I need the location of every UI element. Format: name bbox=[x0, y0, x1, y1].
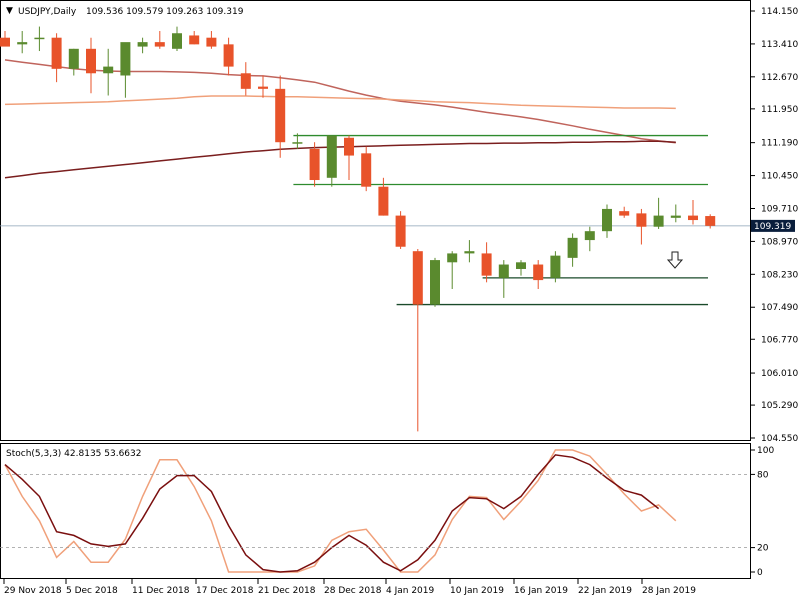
candle-body bbox=[653, 215, 664, 227]
x-tick-label: 28 Dec 2018 bbox=[324, 586, 382, 596]
candle-body bbox=[154, 42, 165, 47]
candle-body bbox=[68, 48, 79, 69]
candle-body bbox=[378, 186, 389, 216]
ma-mid-line bbox=[4, 95, 676, 110]
candle-body bbox=[206, 37, 217, 47]
candle-body bbox=[86, 48, 96, 74]
ma-fast-line bbox=[4, 59, 676, 144]
stoch-label: Stoch(5,3,3) 42.8135 53.6632 bbox=[6, 449, 141, 459]
candle-body bbox=[619, 211, 630, 216]
stoch-y-tick-label: 0 bbox=[757, 568, 763, 578]
candle-body bbox=[688, 215, 698, 221]
ma-slow-line bbox=[4, 140, 676, 179]
x-tick-label: 21 Dec 2018 bbox=[258, 586, 316, 596]
y-tick-label: 107.490 bbox=[761, 303, 798, 313]
y-tick-label: 109.710 bbox=[761, 204, 798, 214]
y-tick-label: 111.950 bbox=[761, 105, 798, 115]
candle-body bbox=[258, 86, 268, 89]
symbol-label: USDJPY,Daily bbox=[18, 7, 77, 17]
stoch-panel-frame bbox=[0, 443, 751, 579]
candle-body bbox=[103, 66, 114, 74]
down-arrow-icon bbox=[666, 251, 684, 269]
x-tick-label: 10 Jan 2019 bbox=[450, 586, 504, 596]
candle-body bbox=[430, 260, 440, 305]
x-tick-label: 4 Jan 2019 bbox=[386, 586, 434, 596]
y-tick-label: 114.150 bbox=[761, 7, 798, 17]
candle-body bbox=[498, 264, 509, 278]
candle-body bbox=[395, 215, 406, 247]
stoch-main-line bbox=[4, 454, 660, 573]
y-tick-label: 111.190 bbox=[761, 139, 798, 149]
y-tick-label: 106.010 bbox=[761, 369, 798, 379]
y-tick-label: 106.770 bbox=[761, 335, 798, 345]
candle-body bbox=[361, 153, 372, 187]
candle-body bbox=[137, 42, 148, 47]
candle-body bbox=[481, 253, 492, 276]
candle-body bbox=[172, 33, 182, 49]
y-tick-label: 108.970 bbox=[761, 237, 798, 247]
y-tick-label: 113.410 bbox=[761, 40, 798, 50]
stoch-signal-line bbox=[4, 449, 677, 573]
candle-body bbox=[275, 88, 286, 143]
stoch-y-tick-label: 20 bbox=[757, 544, 769, 554]
candle-body bbox=[326, 135, 337, 178]
candle-body bbox=[464, 251, 475, 254]
candle-body bbox=[240, 73, 251, 89]
candle-body bbox=[670, 215, 681, 218]
candle-body bbox=[292, 142, 303, 144]
stoch-y-tick-label: 100 bbox=[757, 446, 774, 456]
candle-body bbox=[447, 253, 458, 263]
header-dropdown-icon[interactable]: ▼ bbox=[6, 6, 13, 16]
y-tick-label: 104.550 bbox=[761, 434, 798, 444]
candle-body bbox=[17, 42, 28, 45]
candle-body bbox=[344, 137, 354, 156]
y-tick-label: 110.450 bbox=[761, 172, 798, 182]
candle-body bbox=[602, 208, 612, 232]
candle-body bbox=[120, 42, 131, 76]
candle-body bbox=[584, 231, 595, 241]
x-tick-label: 5 Dec 2018 bbox=[66, 586, 118, 596]
candle-body bbox=[223, 44, 234, 67]
ohlc-label: 109.536 109.579 109.263 109.319 bbox=[86, 7, 244, 17]
current-price-marker bbox=[751, 219, 795, 232]
x-tick-label: 16 Jan 2019 bbox=[514, 586, 568, 596]
price-panel-frame bbox=[0, 0, 751, 441]
y-tick-label: 108.230 bbox=[761, 270, 798, 280]
stoch-y-tick-label: 80 bbox=[757, 470, 769, 480]
candle-body bbox=[516, 262, 526, 269]
x-tick-label: 28 Jan 2019 bbox=[642, 586, 696, 596]
candle-body bbox=[189, 35, 200, 45]
candle-body bbox=[0, 37, 10, 47]
x-tick-label: 22 Jan 2019 bbox=[578, 586, 632, 596]
y-tick-label: 112.670 bbox=[761, 73, 798, 83]
candle-body bbox=[636, 213, 647, 227]
candle-body bbox=[34, 37, 45, 40]
x-tick-label: 11 Dec 2018 bbox=[132, 586, 190, 596]
candle-body bbox=[533, 264, 544, 281]
x-tick-label: 17 Dec 2018 bbox=[196, 586, 254, 596]
candle-body bbox=[51, 37, 62, 69]
candle-body bbox=[550, 255, 561, 278]
candle-body bbox=[412, 251, 423, 305]
candle-body bbox=[705, 216, 716, 226]
candle-body bbox=[567, 237, 578, 258]
x-tick-label: 29 Nov 2018 bbox=[4, 586, 62, 596]
candle-body bbox=[309, 148, 320, 181]
y-tick-label: 105.290 bbox=[761, 401, 798, 411]
current-price-label: 109.319 bbox=[754, 222, 791, 232]
